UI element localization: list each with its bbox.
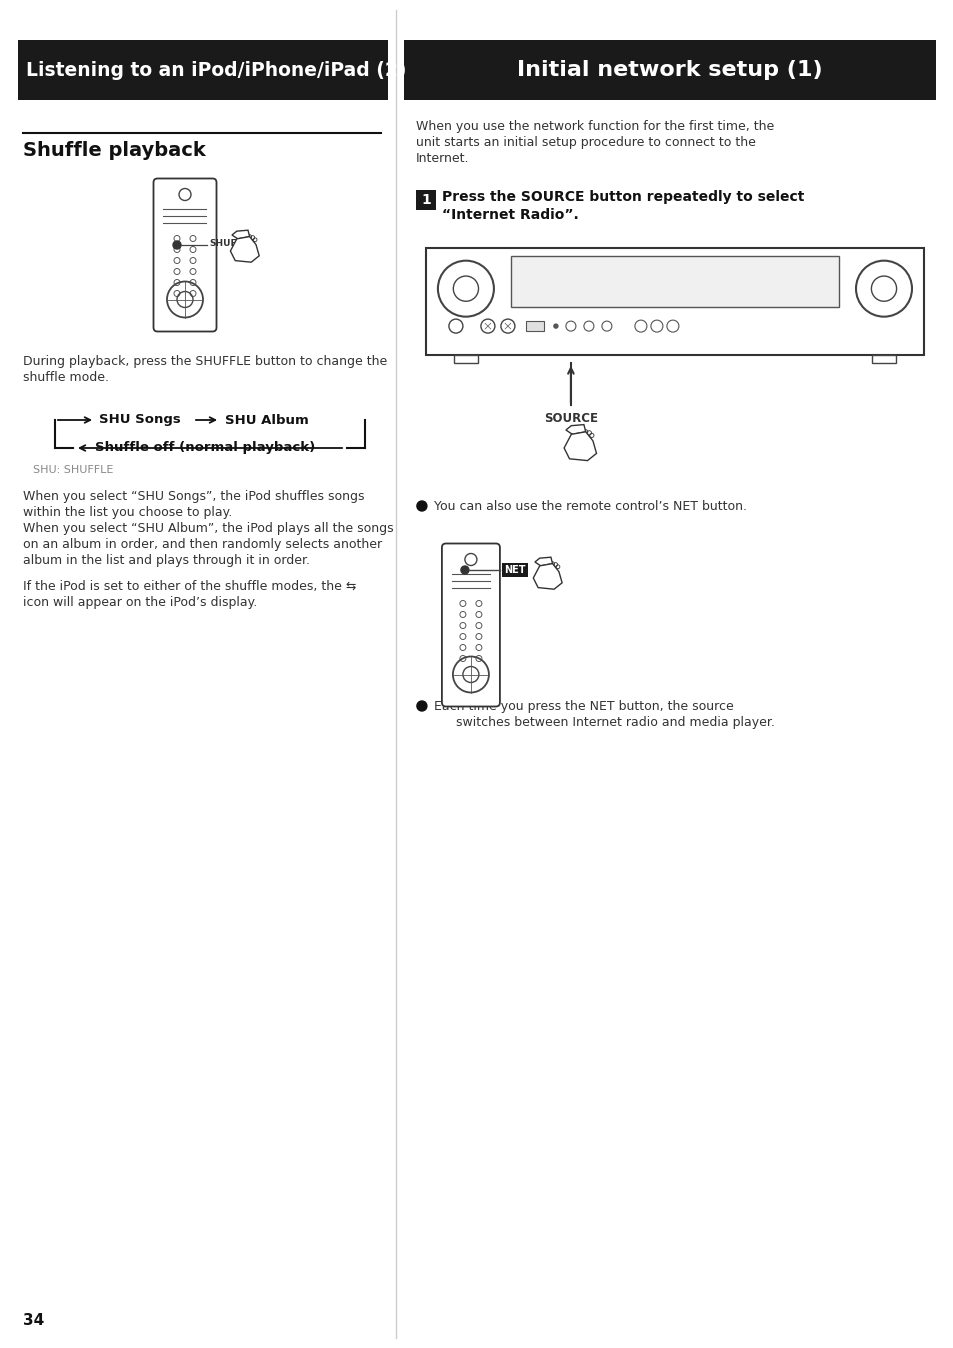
Text: switches between Internet radio and media player.: switches between Internet radio and medi… <box>456 716 774 729</box>
Text: 1: 1 <box>420 193 431 208</box>
Text: icon will appear on the iPod’s display.: icon will appear on the iPod’s display. <box>23 596 257 609</box>
Bar <box>454 355 477 363</box>
Text: Listening to an iPod/iPhone/iPad (2): Listening to an iPod/iPhone/iPad (2) <box>26 61 406 80</box>
Bar <box>511 256 838 307</box>
Text: SHU Songs: SHU Songs <box>99 414 180 426</box>
Bar <box>403 40 935 100</box>
Text: Internet.: Internet. <box>416 152 469 164</box>
Text: Shuffle off (normal playback): Shuffle off (normal playback) <box>94 442 314 454</box>
Text: Initial network setup (1): Initial network setup (1) <box>517 61 821 80</box>
Text: album in the list and plays through it in order.: album in the list and plays through it i… <box>23 554 310 568</box>
Text: “Internet Radio”.: “Internet Radio”. <box>441 208 578 222</box>
Circle shape <box>554 324 558 328</box>
Polygon shape <box>565 425 585 434</box>
Bar <box>871 355 895 363</box>
FancyBboxPatch shape <box>153 178 216 332</box>
Text: SHU Album: SHU Album <box>225 414 309 426</box>
Circle shape <box>416 501 426 511</box>
Text: unit starts an initial setup procedure to connect to the: unit starts an initial setup procedure t… <box>416 136 755 150</box>
Text: within the list you choose to play.: within the list you choose to play. <box>23 506 232 519</box>
Text: 34: 34 <box>23 1313 44 1328</box>
Text: If the iPod is set to either of the shuffle modes, the ⇆: If the iPod is set to either of the shuf… <box>23 580 356 593</box>
FancyBboxPatch shape <box>441 543 499 706</box>
Text: on an album in order, and then randomly selects another: on an album in order, and then randomly … <box>23 538 382 551</box>
Text: When you select “SHU Songs”, the iPod shuffles songs: When you select “SHU Songs”, the iPod sh… <box>23 491 364 503</box>
Polygon shape <box>533 563 561 589</box>
Polygon shape <box>535 557 552 566</box>
Polygon shape <box>231 237 259 263</box>
Text: When you select “SHU Album”, the iPod plays all the songs: When you select “SHU Album”, the iPod pl… <box>23 522 394 535</box>
Text: When you use the network function for the first time, the: When you use the network function for th… <box>416 120 773 133</box>
Text: NET: NET <box>503 565 525 576</box>
Text: Each time you press the NET button, the source: Each time you press the NET button, the … <box>434 700 733 713</box>
Text: Shuffle playback: Shuffle playback <box>23 142 206 160</box>
Text: Press the SOURCE button repeatedly to select: Press the SOURCE button repeatedly to se… <box>441 190 803 204</box>
Text: During playback, press the SHUFFLE button to change the: During playback, press the SHUFFLE butto… <box>23 355 387 368</box>
Bar <box>525 321 543 332</box>
Circle shape <box>460 566 469 574</box>
Bar <box>501 563 527 577</box>
Text: SHUFFLE: SHUFFLE <box>209 239 254 248</box>
Bar <box>425 248 923 355</box>
Circle shape <box>172 241 181 249</box>
Polygon shape <box>563 431 596 461</box>
Bar <box>416 190 436 210</box>
Text: SOURCE: SOURCE <box>543 412 598 425</box>
Circle shape <box>416 701 426 710</box>
Polygon shape <box>232 231 250 239</box>
Text: shuffle mode.: shuffle mode. <box>23 371 109 384</box>
Bar <box>18 40 388 100</box>
Text: SHU: SHUFFLE: SHU: SHUFFLE <box>33 465 113 474</box>
Text: You can also use the remote control’s NET button.: You can also use the remote control’s NE… <box>434 500 746 514</box>
